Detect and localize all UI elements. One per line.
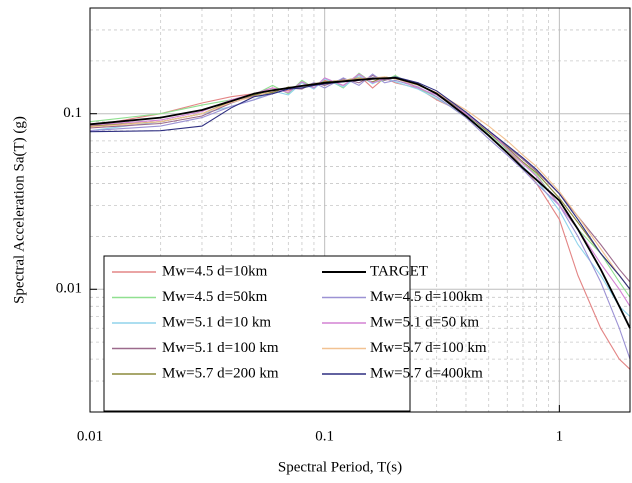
legend: Mw=4.5 d=10km Mw=4.5 d=50km Mw=5.1 d=10 km… [103, 255, 487, 412]
legend-label: Mw=5.1 d=50 km [370, 314, 479, 330]
series-line [89, 76, 631, 329]
legend-label: Mw=5.7 d=100 km [370, 340, 487, 356]
x-tick-label: 1 [556, 428, 564, 444]
legend-box [103, 255, 411, 412]
x-tick-label: 0.01 [77, 428, 103, 444]
x-axis-label: Spectral Period, T(s) [278, 459, 402, 475]
legend-label: Mw=4.5 d=100km [370, 289, 483, 305]
legend-label: Mw=5.1 d=100 km [162, 340, 279, 356]
y-axis-label: Spectral Acceleration Sa(T) (g) [11, 116, 27, 304]
legend-label: Mw=5.7 d=400km [370, 365, 483, 381]
plot-frame [89, 7, 631, 413]
y-tick-label: 0.1 [63, 105, 82, 121]
legend-label: TARGET [370, 263, 428, 279]
series-line [89, 73, 631, 360]
series-line [89, 76, 631, 290]
legend-label: Mw=5.7 d=200 km [162, 365, 279, 381]
legend-label: Mw=4.5 d=10km [162, 263, 268, 279]
x-tick-label: 0.1 [315, 428, 334, 444]
y-tick-label: 0.01 [56, 281, 82, 297]
legend-label: Mw=5.1 d=10 km [162, 314, 271, 330]
legend-label: Mw=4.5 d=50km [162, 289, 268, 305]
